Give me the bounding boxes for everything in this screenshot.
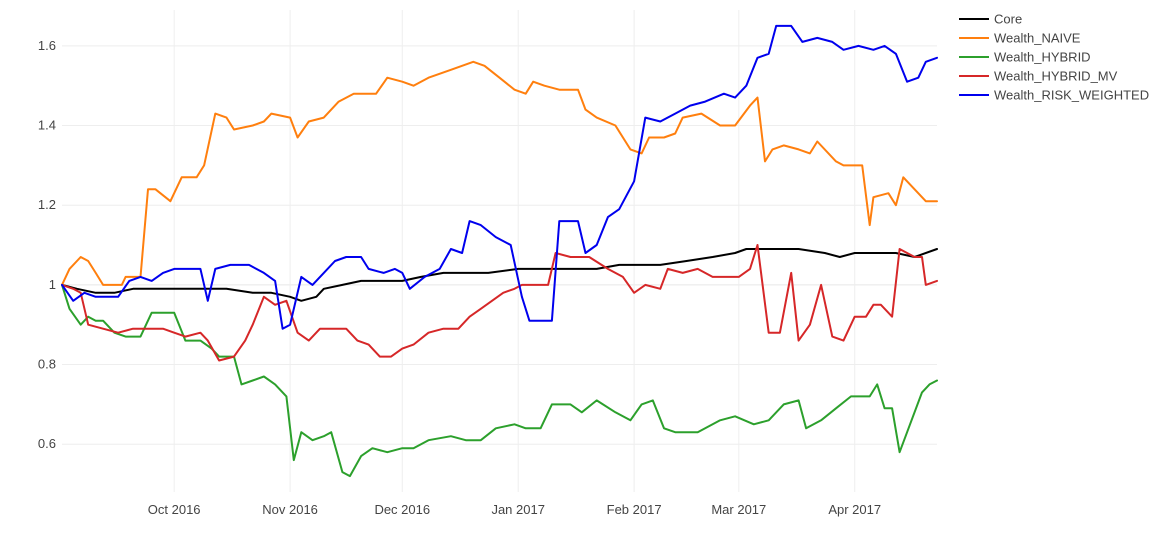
legend-label: Wealth_RISK_WEIGHTED [994, 88, 1149, 103]
series-line-wealth-risk-weighted [61, 24, 938, 330]
y-tick-label: 1.6 [38, 38, 56, 53]
x-tick-label: Mar 2017 [711, 502, 766, 517]
y-tick-label: 1.4 [38, 118, 56, 133]
x-tick-label: Feb 2017 [607, 502, 662, 517]
series-line-wealth-hybrid [61, 283, 938, 478]
x-tick-label: Dec 2016 [374, 502, 430, 517]
legend-item-core[interactable]: Core [959, 12, 1022, 27]
legend-item-wealth-hybrid[interactable]: Wealth_HYBRID [959, 50, 1091, 65]
legend-label: Wealth_HYBRID [994, 50, 1091, 65]
legend[interactable]: Core Wealth_NAIVE Wealth_HYBRID Wealth_HYBR… [959, 12, 1149, 103]
x-tick-label: Apr 2017 [828, 502, 881, 517]
x-tick-label: Jan 2017 [491, 502, 545, 517]
y-tick-label: 1.2 [38, 197, 56, 212]
legend-item-wealth-risk-weighted[interactable]: Wealth_RISK_WEIGHTED [959, 88, 1149, 103]
legend-label: Wealth_NAIVE [994, 31, 1081, 46]
legend-item-wealth-hybrid-mv[interactable]: Wealth_HYBRID_MV [959, 69, 1118, 84]
series-line-core [61, 248, 938, 302]
series-lines [61, 24, 938, 478]
x-axis-tick-labels: Oct 2016 Nov 2016 Dec 2016 Jan 2017 Feb 2017… [148, 502, 881, 517]
y-tick-label: 0.8 [38, 357, 56, 372]
y-tick-label: 1 [49, 277, 56, 292]
legend-item-wealth-naive[interactable]: Wealth_NAIVE [959, 31, 1081, 46]
legend-label: Core [994, 12, 1022, 27]
series-line-wealth-naive [61, 60, 938, 286]
x-tick-label: Oct 2016 [148, 502, 201, 517]
series-line-wealth-hybrid-mv [61, 244, 938, 362]
x-tick-label: Nov 2016 [262, 502, 318, 517]
grid [62, 10, 937, 492]
y-axis-tick-labels: 0.6 0.8 1 1.2 1.4 1.6 [38, 38, 56, 451]
legend-label: Wealth_HYBRID_MV [994, 69, 1118, 84]
y-tick-label: 0.6 [38, 436, 56, 451]
